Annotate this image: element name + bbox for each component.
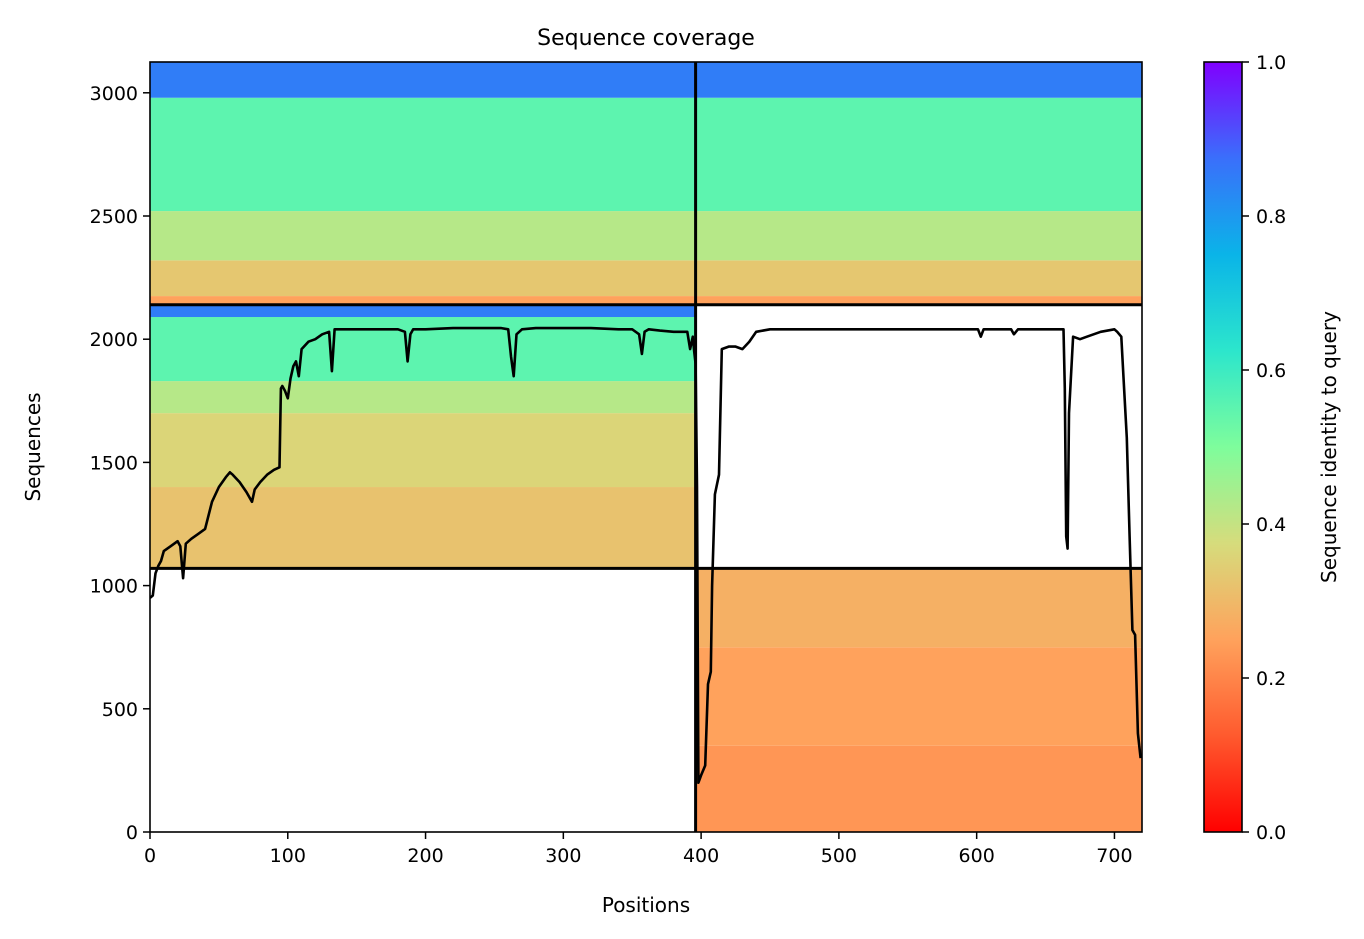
coverage-band-0-4 [150,62,696,98]
coverage-band-0-2 [150,211,696,261]
coverage-band-1-3 [695,97,1142,212]
x-tick-label-300: 300 [545,845,581,867]
x-axis-label: Positions [602,893,690,917]
colorbar-tick-label-0.2: 0.2 [1256,668,1286,690]
coverage-band-2-4 [150,304,696,318]
coverage-band-1-4 [695,62,1142,98]
colorbar-tick-label-1: 1.0 [1256,52,1286,74]
coverage-band-1-1 [695,260,1142,297]
y-tick-label-0: 0 [126,822,138,844]
x-tick-label-0: 0 [144,845,156,867]
coverage-band-3-1 [695,647,1142,746]
y-tick-label-2500: 2500 [90,206,138,228]
y-tick-label-1000: 1000 [90,576,138,598]
coverage-band-2-3 [150,317,696,382]
coverage-band-0-1 [150,260,696,297]
colorbar-tick-label-0: 0.0 [1256,822,1286,844]
x-tick-label-200: 200 [407,845,443,867]
colorbar-label: Sequence identity to query [1317,311,1341,583]
coverage-band-1-2 [695,211,1142,261]
x-tick-label-700: 700 [1096,845,1132,867]
colorbar-tick-label-0.4: 0.4 [1256,514,1286,536]
coverage-band-3-0 [695,745,1142,832]
coverage-band-2-0 [150,487,696,569]
y-tick-label-1500: 1500 [90,452,138,474]
coverage-line [150,326,1142,785]
colorbar-tick-label-0.6: 0.6 [1256,360,1286,382]
y-tick-label-3000: 3000 [90,83,138,105]
chart-title: Sequence coverage [537,26,755,51]
coverage-band-3-2 [695,568,1142,648]
colorbar [1203,61,1243,833]
colorbar-tick-label-0.8: 0.8 [1256,206,1286,228]
x-tick-label-500: 500 [821,845,857,867]
x-tick-label-100: 100 [270,845,306,867]
coverage-band-2-2 [150,381,696,414]
plot-frame [149,61,1143,833]
coverage-band-1-0 [695,296,1142,305]
coverage-band-0-3 [150,97,696,212]
y-axis-label: Sequences [21,392,45,501]
y-tick-label-500: 500 [102,699,138,721]
x-tick-label-400: 400 [683,845,719,867]
x-tick-label-600: 600 [959,845,995,867]
y-tick-label-2000: 2000 [90,329,138,351]
coverage-band-0-0 [150,296,696,305]
coverage-band-2-1 [150,413,696,488]
